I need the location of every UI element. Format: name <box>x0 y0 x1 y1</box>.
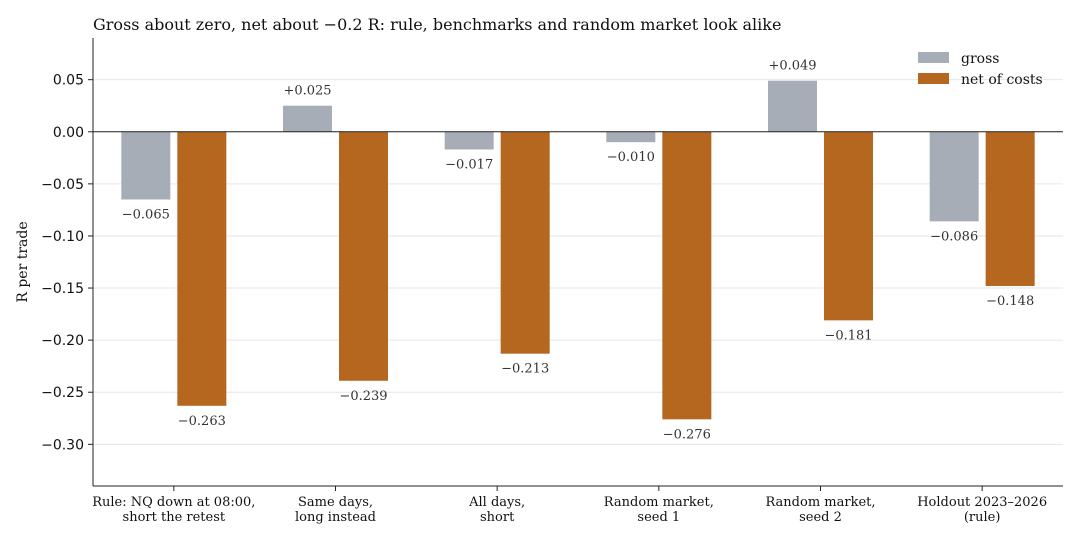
legend-swatch-gross <box>918 52 949 63</box>
data-label: −0.065 <box>122 207 170 222</box>
bar-gross-1 <box>283 105 332 132</box>
bar-gross-5 <box>929 131 979 222</box>
y-tick-label: 0.00 <box>53 125 84 141</box>
bar-gross-2 <box>444 131 494 150</box>
y-tick-label: −0.30 <box>41 437 84 453</box>
x-tick-label: Rule: NQ down at 08:00, <box>92 495 255 510</box>
x-tick-label: (rule) <box>964 510 1001 525</box>
x-tick-label: long instead <box>295 510 376 525</box>
x-tick-label: All days, <box>468 495 525 510</box>
bar-gross-3 <box>606 131 656 143</box>
data-label: −0.276 <box>663 427 711 442</box>
data-label: −0.181 <box>824 328 872 343</box>
data-label: −0.086 <box>930 229 978 244</box>
legend-label: net of costs <box>961 72 1043 88</box>
bar-net-of-costs-0 <box>177 131 227 406</box>
bar-net-of-costs-3 <box>662 131 712 420</box>
data-label: −0.148 <box>986 294 1034 309</box>
x-tick-label: Random market, <box>765 495 875 510</box>
bar-net-of-costs-4 <box>824 131 873 321</box>
y-tick-label: −0.05 <box>41 177 84 193</box>
bar-net-of-costs-2 <box>500 131 550 354</box>
data-label: −0.017 <box>445 157 493 172</box>
y-tick-label: −0.25 <box>41 385 84 401</box>
bar-gross-4 <box>768 80 817 132</box>
y-axis-label: R per trade <box>15 221 31 302</box>
x-tick-label: Random market, <box>604 495 714 510</box>
data-label: −0.213 <box>501 362 549 377</box>
data-label: +0.025 <box>283 84 331 99</box>
data-label: −0.263 <box>178 414 226 429</box>
x-tick-label: short the retest <box>123 510 226 525</box>
legend-label: gross <box>961 51 999 67</box>
x-tick-label: Same days, <box>298 495 373 510</box>
x-tick-label: seed 2 <box>799 510 842 525</box>
data-label: −0.010 <box>607 150 655 165</box>
chart-title: Gross about zero, net about −0.2 R: rule… <box>93 15 781 34</box>
x-tick-label: seed 1 <box>637 510 680 525</box>
y-tick-label: 0.05 <box>53 73 84 89</box>
x-tick-label: short <box>480 510 515 525</box>
data-label: +0.049 <box>768 59 816 74</box>
data-label: −0.239 <box>339 389 387 404</box>
y-tick-label: −0.15 <box>41 281 84 297</box>
bar-net-of-costs-1 <box>339 131 388 381</box>
bar-net-of-costs-5 <box>985 131 1035 286</box>
y-tick-label: −0.10 <box>41 229 84 245</box>
y-tick-label: −0.20 <box>41 333 84 349</box>
x-tick-label: Holdout 2023–2026 <box>917 495 1047 510</box>
legend-swatch-net-of-costs <box>918 73 949 84</box>
bar-gross-0 <box>121 131 171 200</box>
